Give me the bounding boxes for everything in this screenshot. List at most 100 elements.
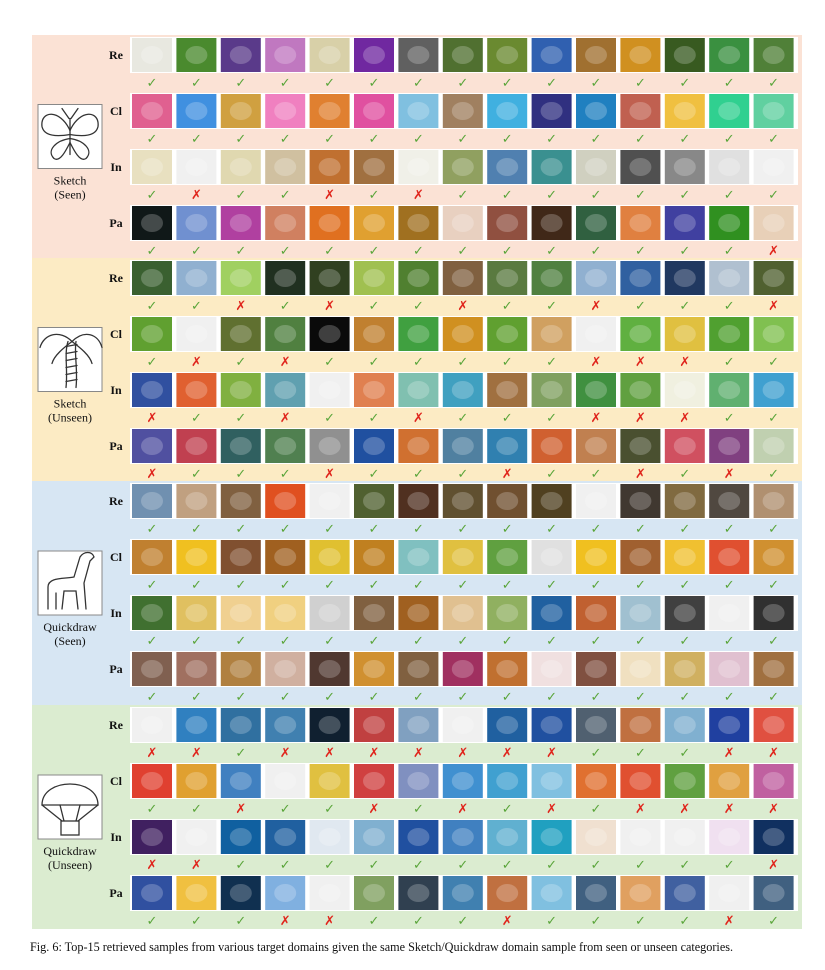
retrieved-thumbnail	[442, 206, 483, 240]
correct-mark: ✓	[635, 244, 646, 259]
correct-mark: ✓	[235, 914, 246, 929]
retrieved-thumbnail	[220, 540, 261, 574]
retrieved-thumbnail	[132, 206, 172, 240]
retrieved-thumbnail	[487, 150, 528, 184]
wrong-mark: ✗	[191, 746, 202, 761]
retrieved-thumbnail	[176, 820, 217, 854]
retrieved-thumbnail	[265, 429, 306, 463]
retrieved-thumbnail	[531, 652, 572, 686]
correct-mark: ✓	[369, 467, 380, 482]
retrieved-thumbnail	[576, 94, 616, 128]
retrieved-thumbnail	[398, 708, 439, 742]
retrieved-thumbnail	[265, 484, 306, 518]
retrieved-thumbnail	[398, 596, 439, 630]
retrieved-thumbnail	[709, 652, 750, 686]
wrong-mark: ✗	[280, 411, 291, 426]
thumbnail-subject	[274, 492, 297, 510]
thumbnail-subject	[762, 437, 785, 455]
correct-mark: ✓	[635, 132, 646, 147]
retrieved-thumbnail	[398, 484, 439, 518]
retrieved-thumbnail	[664, 206, 705, 240]
correct-mark: ✓	[591, 522, 602, 537]
correct-mark: ✓	[324, 355, 335, 370]
correct-mark: ✓	[413, 858, 424, 873]
thumbnail-subject	[363, 381, 385, 399]
thumbnail-subject	[407, 492, 430, 510]
thumbnail-subject	[229, 214, 252, 232]
retrieved-thumbnail	[709, 540, 750, 574]
domain-label: In	[110, 160, 122, 174]
thumbnail-subject	[407, 158, 430, 176]
correct-mark: ✓	[724, 858, 735, 873]
correct-mark: ✓	[413, 634, 424, 649]
retrieved-thumbnail	[531, 317, 572, 351]
wrong-mark: ✗	[679, 355, 690, 370]
thumbnail-subject	[274, 660, 297, 678]
thumbnail-subject	[629, 158, 652, 176]
thumbnail-subject	[540, 158, 563, 176]
thumbnail-subject	[451, 102, 474, 120]
retrieved-thumbnail	[709, 206, 750, 240]
thumbnail-subject	[540, 492, 563, 510]
thumbnail-subject	[274, 716, 297, 734]
retrieved-thumbnail	[442, 876, 483, 910]
correct-mark: ✓	[413, 578, 424, 593]
wrong-mark: ✗	[235, 299, 246, 314]
wrong-mark: ✗	[147, 467, 158, 482]
correct-mark: ✓	[591, 132, 602, 147]
retrieved-thumbnail	[398, 820, 439, 854]
retrieved-thumbnail	[398, 373, 439, 407]
thumbnail-subject	[673, 269, 696, 287]
figure-caption: Fig. 6: Top-15 retrieved samples from va…	[30, 940, 734, 954]
retrieved-thumbnail	[442, 317, 483, 351]
wrong-mark: ✗	[235, 802, 246, 817]
thumbnail-subject	[585, 660, 607, 678]
correct-mark: ✓	[191, 522, 202, 537]
thumbnail-subject	[718, 46, 741, 64]
retrieved-thumbnail	[576, 373, 616, 407]
retrieved-thumbnail	[753, 373, 794, 407]
correct-mark: ✓	[546, 76, 557, 91]
retrieved-thumbnail	[709, 94, 750, 128]
retrieved-thumbnail	[265, 540, 306, 574]
retrieved-thumbnail	[309, 820, 350, 854]
retrieved-thumbnail	[753, 540, 794, 574]
correct-mark: ✓	[147, 299, 158, 314]
correct-mark: ✓	[724, 188, 735, 203]
retrieved-thumbnail	[309, 317, 350, 351]
retrieved-thumbnail	[265, 94, 306, 128]
wrong-mark: ✗	[724, 467, 735, 482]
thumbnail-subject	[718, 158, 741, 176]
thumbnail-subject	[673, 884, 696, 902]
retrieved-thumbnail	[354, 261, 394, 295]
thumbnail-subject	[274, 772, 297, 790]
thumbnail-subject	[762, 492, 785, 510]
thumbnail-subject	[762, 269, 785, 287]
correct-mark: ✓	[635, 690, 646, 705]
retrieved-thumbnail	[487, 876, 528, 910]
correct-mark: ✓	[147, 578, 158, 593]
retrieved-thumbnail	[398, 652, 439, 686]
retrieved-thumbnail	[620, 429, 661, 463]
domain-label: In	[110, 606, 122, 620]
retrieved-thumbnail	[753, 876, 794, 910]
correct-mark: ✓	[369, 522, 380, 537]
thumbnail-subject	[451, 158, 474, 176]
retrieved-thumbnail	[442, 484, 483, 518]
correct-mark: ✓	[457, 244, 468, 259]
correct-mark: ✓	[635, 76, 646, 91]
retrieved-thumbnail	[354, 820, 394, 854]
correct-mark: ✓	[679, 578, 690, 593]
thumbnail-subject	[141, 828, 163, 846]
retrieved-thumbnail	[309, 596, 350, 630]
correct-mark: ✓	[724, 244, 735, 259]
wrong-mark: ✗	[768, 858, 779, 873]
thumbnail-subject	[496, 492, 519, 510]
thumbnail-subject	[451, 604, 474, 622]
retrieved-thumbnail	[354, 708, 394, 742]
retrieved-thumbnail	[709, 484, 750, 518]
retrieved-thumbnail	[487, 373, 528, 407]
thumbnail-subject	[141, 437, 163, 455]
retrieved-thumbnail	[487, 596, 528, 630]
retrieved-thumbnail	[398, 150, 439, 184]
